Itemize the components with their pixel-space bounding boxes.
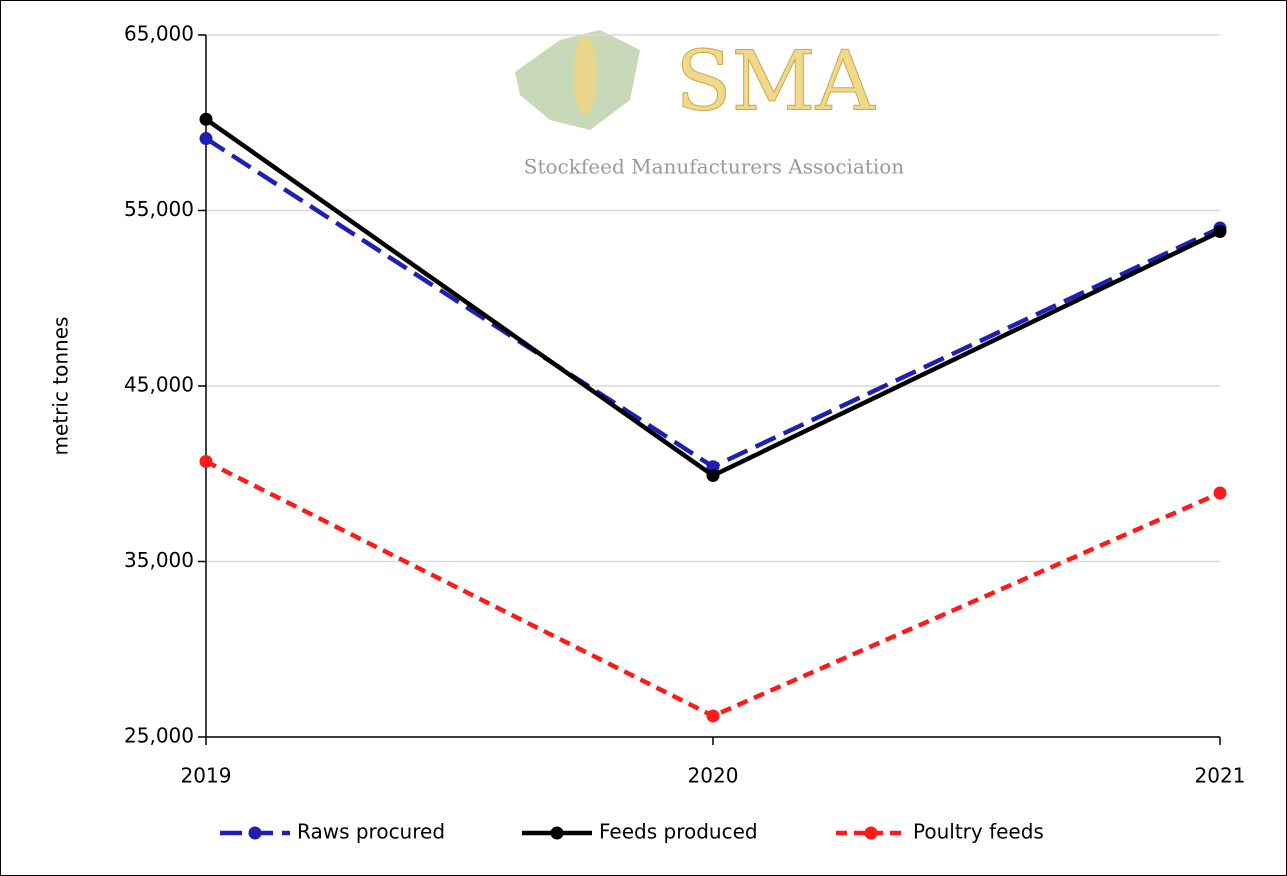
point [706, 709, 720, 723]
legend-marker [248, 826, 262, 840]
logo-corn [573, 35, 597, 115]
y-axis-label: metric tonnes [49, 317, 73, 456]
point [1213, 225, 1227, 239]
point [199, 132, 213, 146]
point [706, 469, 720, 483]
legend-label: Raws procured [297, 820, 445, 844]
y-tick-label: 65,000 [124, 22, 194, 46]
point [1213, 486, 1227, 500]
x-tick-label: 2020 [688, 764, 739, 788]
legend-label: Feeds produced [599, 820, 758, 844]
logo-title: SMA [675, 35, 876, 130]
y-tick-label: 25,000 [124, 724, 194, 748]
point [199, 112, 213, 126]
x-tick-label: 2021 [1195, 764, 1246, 788]
y-tick-label: 55,000 [124, 197, 194, 221]
x-tick-label: 2019 [181, 764, 232, 788]
legend-marker [864, 826, 878, 840]
logo-subtitle: Stockfeed Manufacturers Association [524, 155, 905, 179]
y-tick-label: 45,000 [124, 373, 194, 397]
legend-marker [550, 826, 564, 840]
point [199, 454, 213, 468]
logo: SMA Stockfeed Manufacturers Association [515, 30, 904, 179]
legend-label: Poultry feeds [913, 820, 1044, 844]
y-tick-label: 35,000 [124, 548, 194, 572]
